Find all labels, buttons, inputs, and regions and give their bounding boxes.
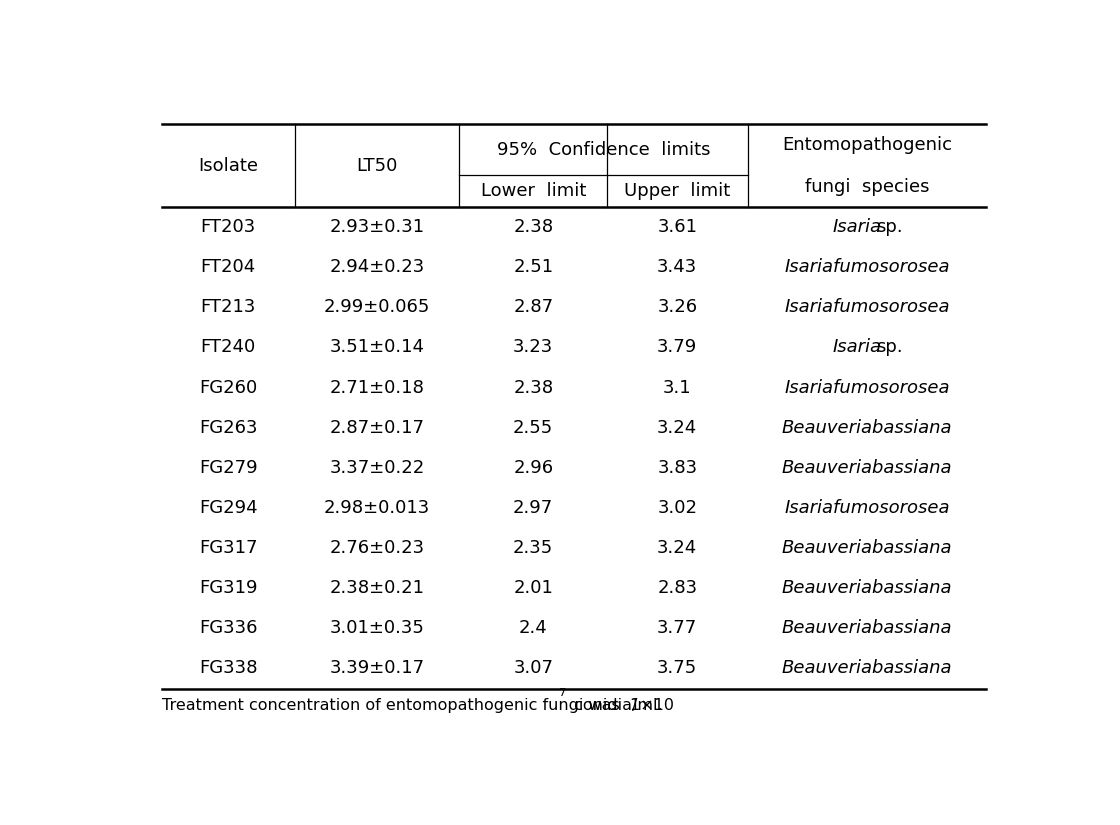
Text: FG263: FG263	[199, 419, 258, 436]
Text: 2.94±0.23: 2.94±0.23	[329, 258, 424, 276]
Text: 2.38: 2.38	[513, 218, 553, 236]
Text: Lower  limit: Lower limit	[480, 182, 586, 200]
Text: FG260: FG260	[199, 379, 258, 397]
Text: 3.23: 3.23	[513, 338, 553, 356]
Text: Treatment concentration of entomopathogenic fungi was  1×10: Treatment concentration of entomopathoge…	[161, 698, 674, 713]
Text: 2.55: 2.55	[513, 419, 553, 436]
Text: Isaria: Isaria	[832, 218, 881, 236]
Text: 3.61: 3.61	[657, 218, 698, 236]
Text: 3.02: 3.02	[657, 499, 698, 517]
Text: 2.87: 2.87	[513, 299, 553, 316]
Text: Isariafumosorosea: Isariafumosorosea	[784, 379, 950, 397]
Text: 2.71±0.18: 2.71±0.18	[329, 379, 424, 397]
Text: Beauveriabassiana: Beauveriabassiana	[782, 419, 952, 436]
Text: 2.76±0.23: 2.76±0.23	[329, 539, 424, 557]
Text: FT204: FT204	[200, 258, 255, 276]
Text: conidia/ml.: conidia/ml.	[569, 698, 663, 713]
Text: 3.1: 3.1	[663, 379, 692, 397]
Text: 3.24: 3.24	[657, 419, 698, 436]
Text: Entomopathogenic: Entomopathogenic	[782, 136, 952, 153]
Text: Isaria: Isaria	[832, 338, 881, 356]
Text: Isariafumosorosea: Isariafumosorosea	[784, 258, 950, 276]
Text: 2.38: 2.38	[513, 379, 553, 397]
Text: 2.98±0.013: 2.98±0.013	[324, 499, 430, 517]
Text: Beauveriabassiana: Beauveriabassiana	[782, 459, 952, 477]
Text: Isolate: Isolate	[198, 157, 258, 175]
Text: 2.38±0.21: 2.38±0.21	[329, 579, 424, 597]
Text: FG338: FG338	[199, 659, 258, 677]
Text: 3.39±0.17: 3.39±0.17	[329, 659, 424, 677]
Text: sp.: sp.	[876, 218, 903, 236]
Text: 3.24: 3.24	[657, 539, 698, 557]
Text: 3.07: 3.07	[513, 659, 553, 677]
Text: 3.51±0.14: 3.51±0.14	[329, 338, 424, 356]
Text: FG294: FG294	[198, 499, 258, 517]
Text: 95%  Confidence  limits: 95% Confidence limits	[497, 141, 710, 159]
Text: 2.99±0.065: 2.99±0.065	[324, 299, 430, 316]
Text: FG317: FG317	[199, 539, 258, 557]
Text: FT203: FT203	[200, 218, 255, 236]
Text: 2.93±0.31: 2.93±0.31	[329, 218, 424, 236]
Text: Beauveriabassiana: Beauveriabassiana	[782, 539, 952, 557]
Text: 2.87±0.17: 2.87±0.17	[329, 419, 424, 436]
Text: Upper  limit: Upper limit	[624, 182, 730, 200]
Text: fungi  species: fungi species	[804, 177, 930, 196]
Text: 2.01: 2.01	[513, 579, 553, 597]
Text: 2.83: 2.83	[657, 579, 698, 597]
Text: Beauveriabassiana: Beauveriabassiana	[782, 620, 952, 638]
Text: Isariafumosorosea: Isariafumosorosea	[784, 499, 950, 517]
Text: sp.: sp.	[876, 338, 903, 356]
Text: FG336: FG336	[199, 620, 258, 638]
Text: 3.26: 3.26	[657, 299, 698, 316]
Text: LT50: LT50	[356, 157, 398, 175]
Text: FG279: FG279	[198, 459, 258, 477]
Text: 3.37±0.22: 3.37±0.22	[329, 459, 424, 477]
Text: Beauveriabassiana: Beauveriabassiana	[782, 579, 952, 597]
Text: 3.83: 3.83	[657, 459, 698, 477]
Text: 3.79: 3.79	[657, 338, 698, 356]
Text: 7: 7	[559, 688, 566, 698]
Text: FT213: FT213	[200, 299, 255, 316]
Text: 2.4: 2.4	[519, 620, 548, 638]
Text: 2.96: 2.96	[513, 459, 553, 477]
Text: 2.97: 2.97	[513, 499, 553, 517]
Text: FG319: FG319	[199, 579, 258, 597]
Text: 3.77: 3.77	[657, 620, 698, 638]
Text: 2.35: 2.35	[513, 539, 553, 557]
Text: 3.75: 3.75	[657, 659, 698, 677]
Text: Isariafumosorosea: Isariafumosorosea	[784, 299, 950, 316]
Text: 2.51: 2.51	[513, 258, 553, 276]
Text: 3.43: 3.43	[657, 258, 698, 276]
Text: FT240: FT240	[200, 338, 255, 356]
Text: Beauveriabassiana: Beauveriabassiana	[782, 659, 952, 677]
Text: 3.01±0.35: 3.01±0.35	[329, 620, 424, 638]
